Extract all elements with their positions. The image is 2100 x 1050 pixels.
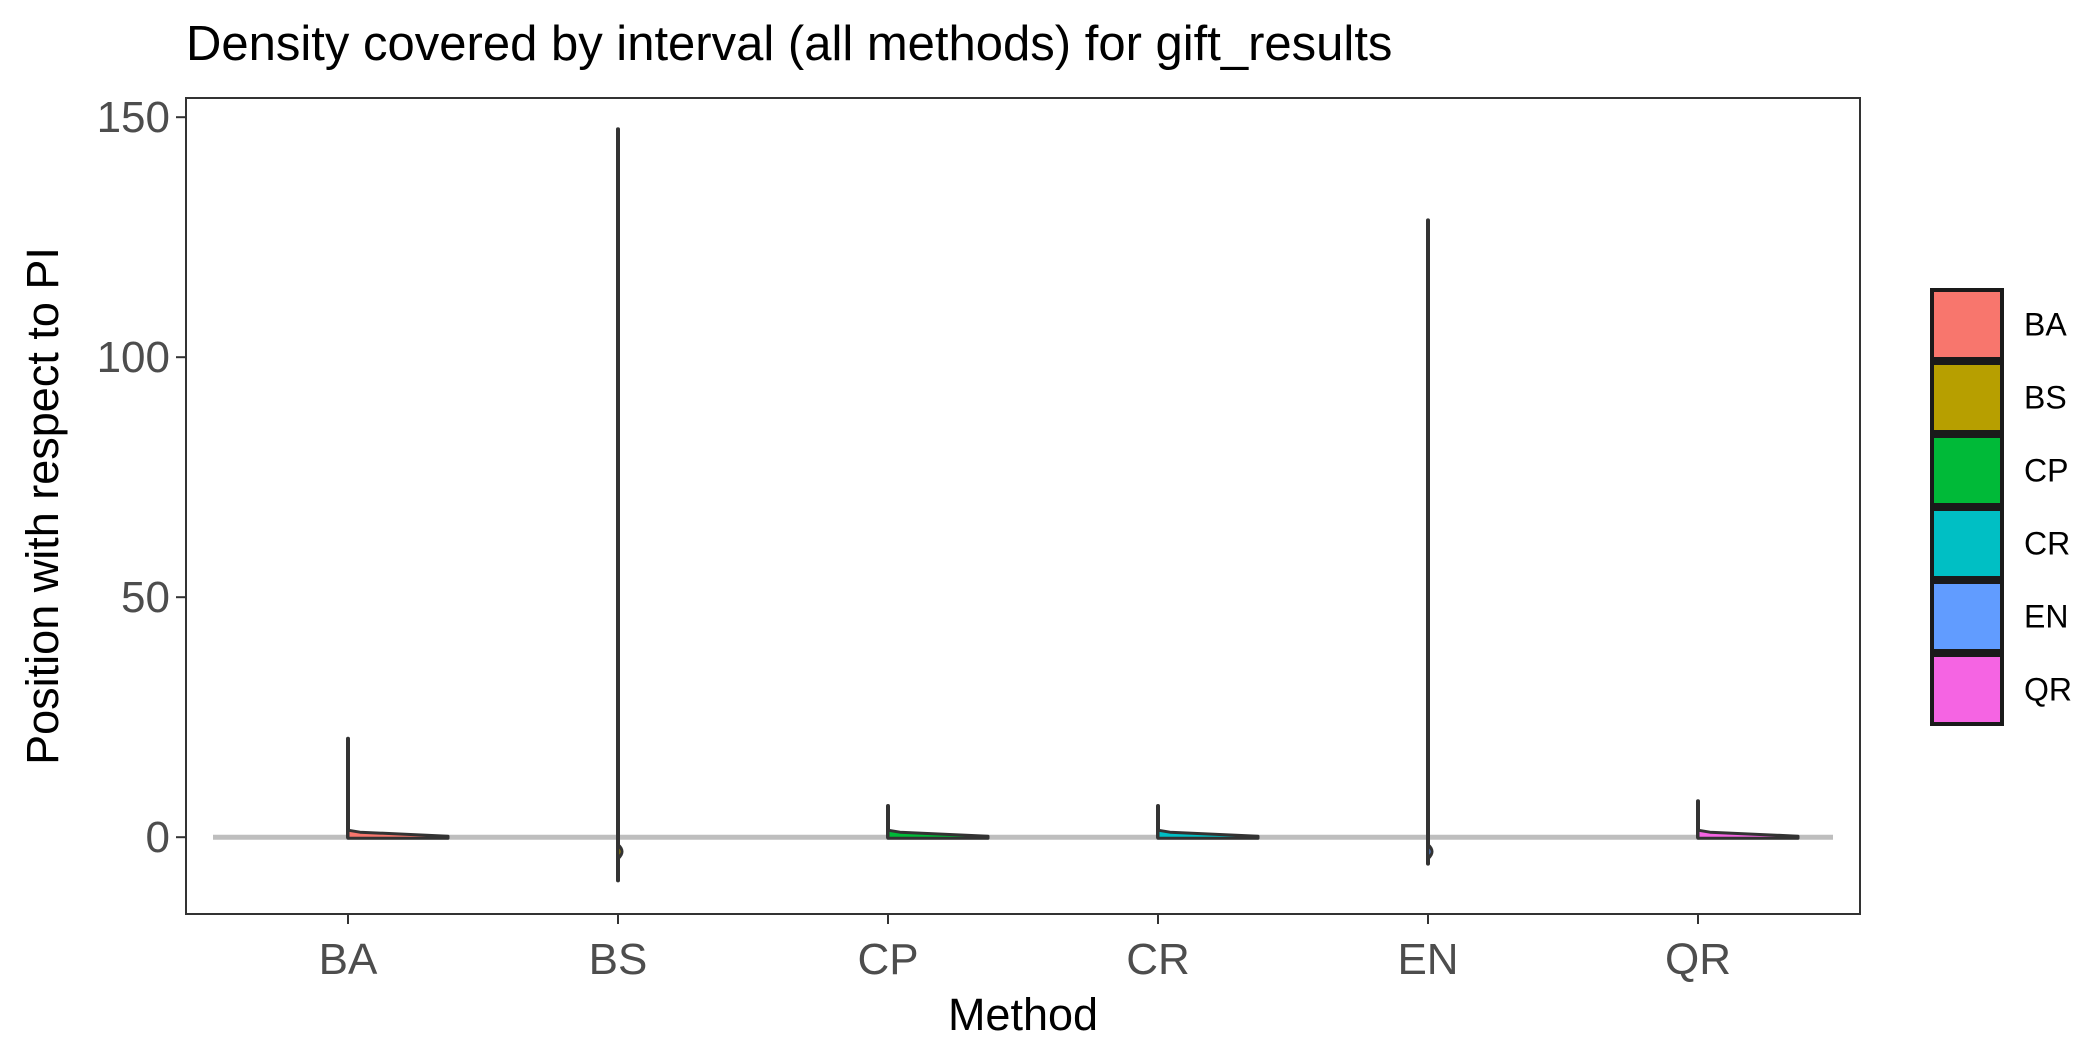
legend-swatch: [1930, 361, 2004, 434]
legend-label: BS: [2024, 380, 2067, 416]
legend-swatch: [1930, 434, 2004, 507]
chart-title: Density covered by interval (all methods…: [186, 17, 1392, 71]
y-axis-title: Position with respect to PI: [17, 247, 68, 765]
legend-label: EN: [2024, 599, 2068, 635]
legend: BA BS CP CR EN QR: [1930, 288, 2072, 726]
legend-label: CR: [2024, 526, 2070, 562]
violin-bs: [616, 127, 624, 883]
x-tick-label: BA: [319, 935, 378, 984]
y-tick-label: 150: [97, 93, 170, 142]
x-tick-label: EN: [1397, 935, 1458, 984]
x-axis-title: Method: [948, 989, 1098, 1040]
y-tick-label: 0: [146, 813, 170, 862]
x-tick-label: CR: [1126, 935, 1190, 984]
violin-density: [1426, 841, 1434, 862]
legend-item-cp: CP: [1930, 434, 2068, 507]
violin-en: [1426, 218, 1434, 866]
violin-density: [346, 828, 450, 840]
legend-label: QR: [2024, 672, 2072, 708]
y-axis: 0 50 100 150: [97, 93, 186, 862]
violin-cr: [1156, 804, 1260, 840]
violin-density: [616, 841, 624, 862]
x-tick-label: QR: [1665, 935, 1731, 984]
legend-item-bs: BS: [1930, 361, 2067, 434]
violin-density: [1696, 828, 1800, 840]
x-axis: BA BS CP CR EN QR: [319, 914, 1731, 984]
legend-swatch: [1930, 288, 2004, 361]
legend-item-en: EN: [1930, 580, 2068, 653]
violin-density: [1156, 828, 1260, 840]
legend-item-ba: BA: [1930, 288, 2067, 361]
x-tick-label: CP: [857, 935, 918, 984]
legend-swatch: [1930, 580, 2004, 653]
legend-swatch: [1930, 653, 2004, 726]
legend-swatch: [1930, 507, 2004, 580]
violin-qr: [1696, 799, 1800, 840]
violin-density: [886, 828, 990, 840]
violin-ba: [346, 736, 450, 840]
y-tick-label: 50: [121, 573, 170, 622]
legend-label: BA: [2024, 307, 2067, 343]
legend-item-qr: QR: [1930, 653, 2072, 726]
legend-item-cr: CR: [1930, 507, 2070, 580]
legend-label: CP: [2024, 453, 2068, 489]
x-tick-label: BS: [589, 935, 648, 984]
violin-cp: [886, 804, 990, 840]
y-tick-label: 100: [97, 333, 170, 382]
violin-layer: [346, 127, 1800, 883]
plot-panel: [185, 97, 1861, 915]
